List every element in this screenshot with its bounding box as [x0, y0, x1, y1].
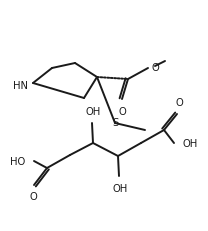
Text: S: S [113, 118, 119, 128]
Text: HO: HO [10, 156, 25, 166]
Text: HN: HN [13, 81, 28, 91]
Text: O: O [29, 191, 37, 201]
Text: OH: OH [183, 138, 198, 148]
Text: O: O [118, 106, 126, 116]
Text: OH: OH [85, 106, 101, 116]
Text: O: O [152, 63, 160, 73]
Text: OH: OH [112, 183, 128, 193]
Text: O: O [175, 97, 183, 108]
